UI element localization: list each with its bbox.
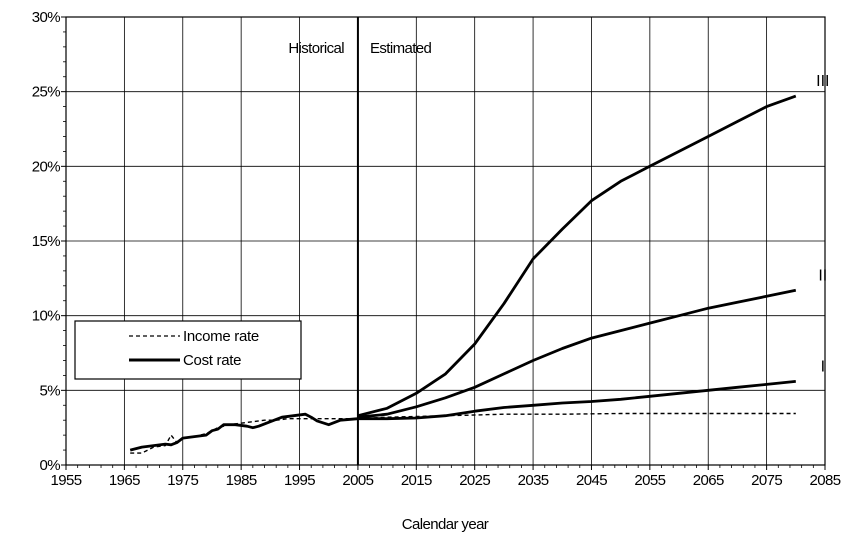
annotation-historical: Historical <box>288 40 344 57</box>
series-lines <box>129 94 797 454</box>
series-line-cost-historical <box>129 412 359 452</box>
y-tick-label: 15% <box>32 233 60 250</box>
y-tick-label: 25% <box>32 84 60 101</box>
series-end-label-iii: III <box>816 73 829 90</box>
x-tick-label: 1995 <box>284 472 315 489</box>
x-tick-label: 2045 <box>576 472 607 489</box>
series-end-label-i: I <box>821 358 825 375</box>
x-tick-label: 2085 <box>810 472 841 489</box>
y-tick-label: 20% <box>32 158 60 175</box>
legend-cost-label: Cost rate <box>183 352 241 369</box>
y-tick-label: 5% <box>40 382 61 399</box>
x-tick-label: 2015 <box>401 472 432 489</box>
y-tick-label: 0% <box>40 457 61 474</box>
legend-income-label: Income rate <box>183 328 259 345</box>
series-end-label-ii: II <box>818 267 827 284</box>
x-tick-label: 2025 <box>459 472 490 489</box>
series-line-income <box>130 412 796 454</box>
y-tick-label: 10% <box>32 308 60 325</box>
plot-frame <box>65 16 826 466</box>
x-tick-label: 1985 <box>226 472 257 489</box>
x-tick-label: 2065 <box>693 472 724 489</box>
y-tick-labels: 0% 5% 10% 15% 20% 25% 30% <box>32 9 61 474</box>
x-tick-label: 2075 <box>751 472 782 489</box>
x-tick-labels: 1955 1965 1975 1985 1995 2005 2015 2025 2035 2045… <box>51 472 842 489</box>
series-line-ii <box>357 288 797 419</box>
annotation-estimated: Estimated <box>370 40 432 57</box>
series-line-i <box>357 380 796 421</box>
x-tick-label: 2005 <box>342 472 373 489</box>
legend: Income rate Cost rate <box>74 320 302 380</box>
x-axis-title: Calendar year <box>402 516 489 533</box>
x-tick-label: 1955 <box>51 472 82 489</box>
x-tick-label: 2055 <box>634 472 665 489</box>
legend-box <box>74 320 302 380</box>
x-tick-label: 1965 <box>109 472 140 489</box>
x-tick-label: 2035 <box>518 472 549 489</box>
x-tick-label: 1975 <box>167 472 198 489</box>
series-line-iii <box>357 94 797 418</box>
y-tick-label: 30% <box>32 9 60 26</box>
